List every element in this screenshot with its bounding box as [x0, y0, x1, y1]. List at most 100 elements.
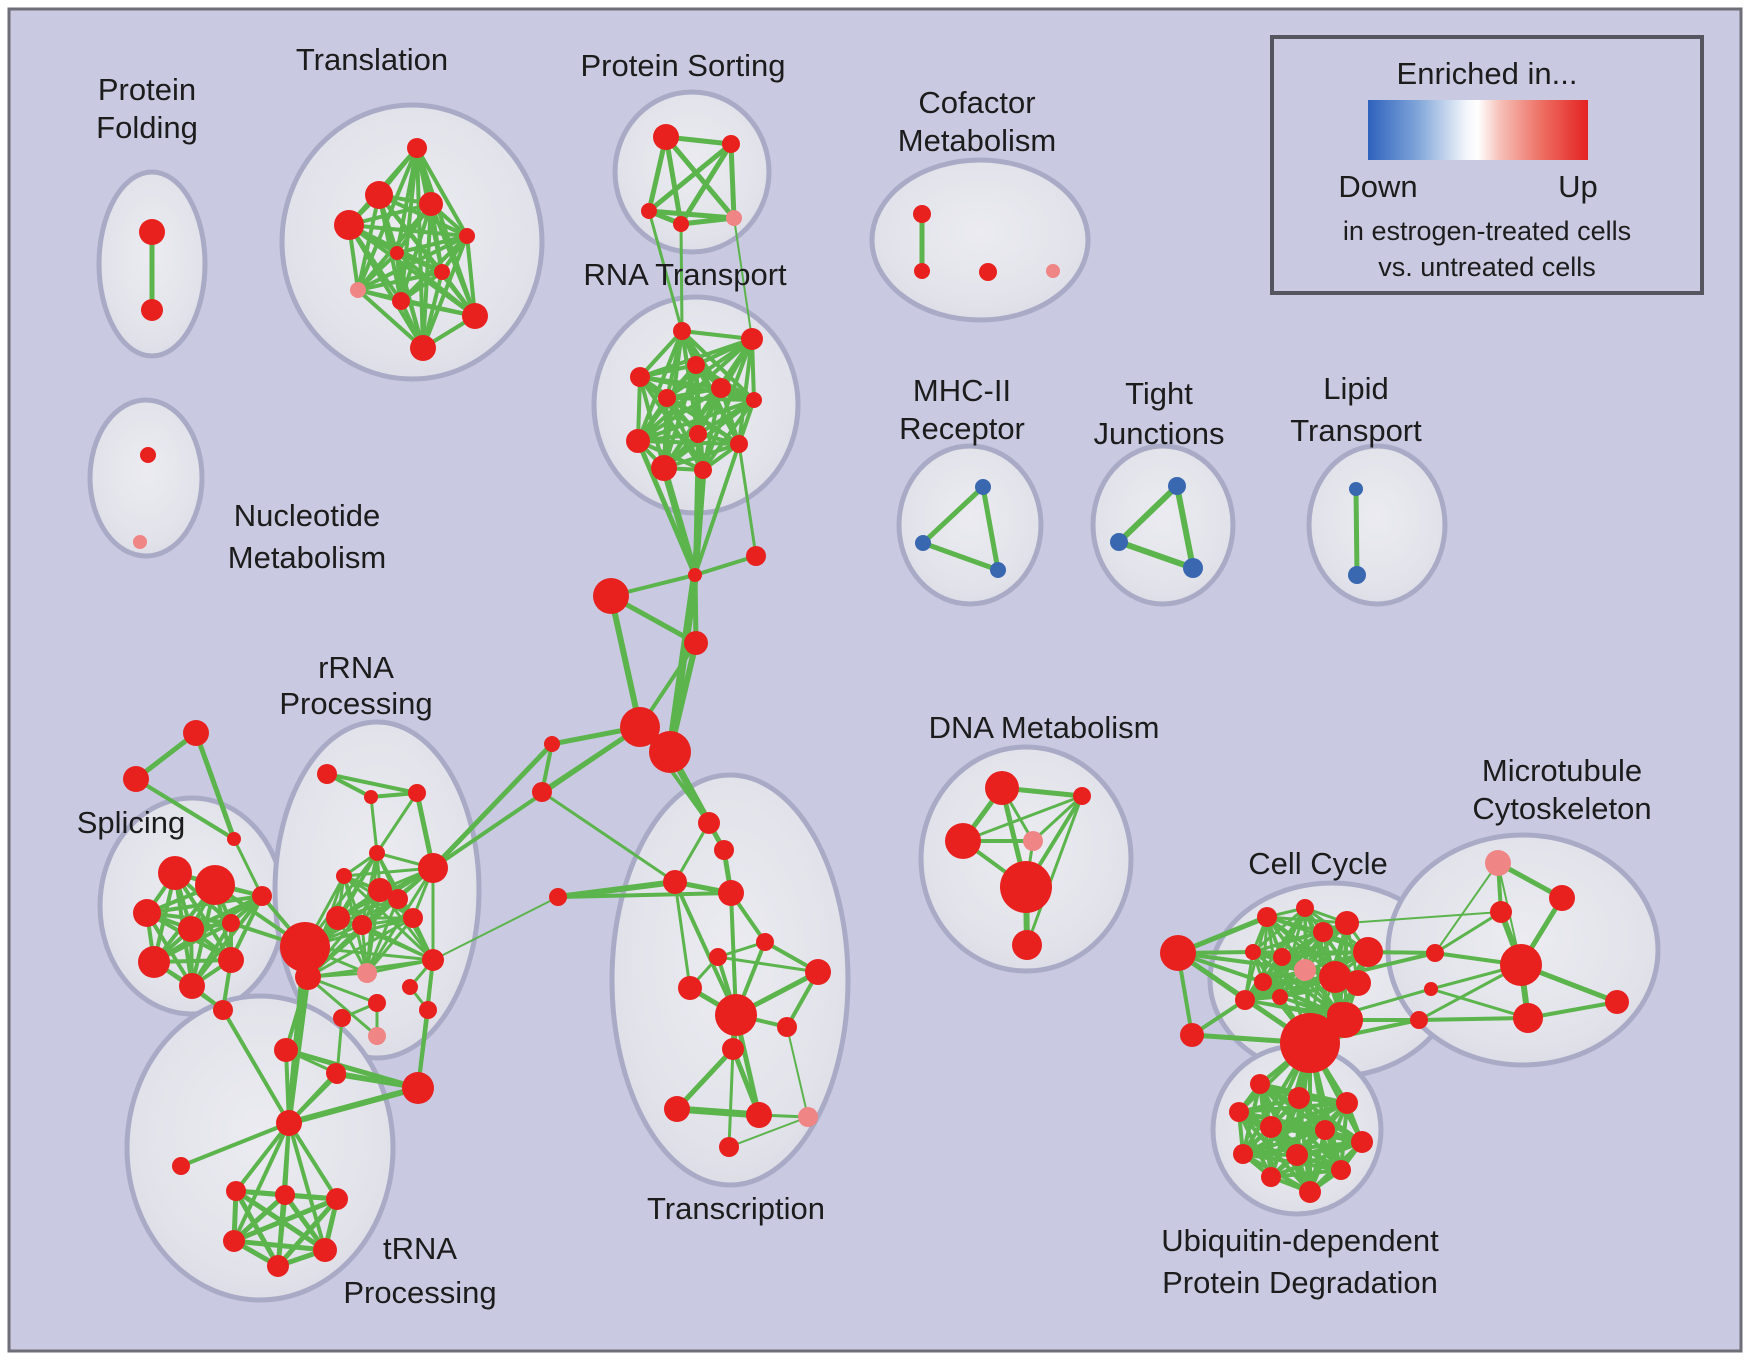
legend: Enriched in... Down Up in estrogen-treat…: [1270, 35, 1704, 295]
gene-set-node-cch: [1280, 1013, 1340, 1073]
edge-rt10-rt11: [662, 442, 741, 470]
edge-rt7-rt9: [636, 398, 756, 443]
gene-set-node-pf1: [139, 219, 165, 245]
edge-rr11-rrh1: [303, 866, 435, 949]
gene-set-node-rr12: [402, 979, 418, 995]
edge-tl6-tl10: [395, 251, 477, 318]
gene-set-node-rt11: [651, 455, 677, 481]
gene-set-node-tx10: [722, 1038, 744, 1060]
edge-cn3-mtd: [1417, 1016, 1530, 1022]
edge-hx3-hx6: [275, 1196, 340, 1269]
gene-set-node-ub4: [1229, 1102, 1249, 1122]
gene-set-node-dm4: [1023, 831, 1043, 851]
gene-set-node-lc2: [532, 782, 552, 802]
gene-set-node-ub8: [1233, 1144, 1253, 1164]
edge-tx13-tx14: [728, 1116, 809, 1148]
gene-set-node-ps1: [653, 124, 679, 150]
gene-set-node-mt2: [1549, 885, 1575, 911]
edge-ps1-ps5: [663, 134, 737, 221]
gene-set-node-pf2: [141, 299, 163, 321]
edge-rt1-rt4: [638, 329, 684, 379]
cluster-label-nucleotide-metabolism-line2: Metabolism: [228, 540, 387, 575]
gene-set-node-ub3: [1336, 1092, 1358, 1114]
edge-mh1-mh3: [980, 484, 1001, 573]
edge-tx5-tx7: [716, 955, 820, 974]
gene-set-node-rr11: [418, 853, 448, 883]
edge-tn1-tc1: [179, 1121, 291, 1168]
edge-st3-sp6: [232, 837, 264, 898]
gene-set-node-tl6: [390, 246, 404, 260]
edge-ps4-rt1: [679, 222, 684, 333]
gene-set-node-rr16: [368, 994, 386, 1012]
gene-set-node-tl8: [350, 282, 366, 298]
gene-set-node-mtd: [1513, 1003, 1543, 1033]
gene-set-node-tj3: [1183, 558, 1203, 578]
edge-tx9-tx13: [786, 1026, 809, 1118]
edge-lc2-tx3: [540, 790, 677, 884]
cluster-label-protein-folding-line2: Folding: [96, 110, 198, 145]
edge-st2-st3: [134, 777, 236, 841]
gene-set-node-cc5: [1245, 944, 1261, 960]
cluster-label-rrna-processing-line2: Processing: [279, 686, 432, 721]
gene-set-node-st3: [227, 832, 241, 846]
edge-tj1-tj2: [1116, 483, 1180, 545]
gene-set-node-tl9: [392, 292, 410, 310]
gene-set-node-tx14: [719, 1137, 739, 1157]
gene-set-node-tn2: [274, 1038, 298, 1062]
gene-set-node-tx1: [698, 812, 720, 834]
cluster-ellipse-protein-sorting: [612, 89, 772, 255]
gene-set-node-cc4: [1335, 911, 1359, 935]
edge-tx10-tx11: [674, 1046, 736, 1112]
edge-ps5-rt2: [733, 217, 753, 340]
gene-set-node-nm1: [140, 447, 156, 463]
nodes-layer: [123, 124, 1629, 1277]
edge-tl6-tl7: [395, 251, 444, 274]
cluster-ellipse-lipid-transport: [1306, 443, 1448, 607]
gene-set-node-dm5: [1000, 861, 1052, 913]
cluster-label-nucleotide-metabolism-line1: Nucleotide: [234, 498, 380, 533]
gene-set-node-mh1: [975, 479, 991, 495]
edge-tl8-tl11: [356, 288, 425, 350]
gene-set-node-tx9: [777, 1017, 797, 1037]
gene-set-node-tj1: [1168, 477, 1186, 495]
edge-tl5-tl10: [465, 234, 477, 318]
edge-tl2-tl8: [356, 193, 381, 292]
gene-set-node-rr13: [419, 1001, 437, 1019]
gene-set-node-rr2: [364, 790, 378, 804]
gene-set-node-ub7: [1351, 1131, 1373, 1153]
gene-set-node-rr19: [402, 1072, 434, 1104]
legend-gradient-bar: [1368, 100, 1588, 160]
edge-tj1-tj3: [1174, 483, 1196, 571]
gene-set-node-rt6: [711, 378, 731, 398]
gene-set-node-dm2: [1073, 787, 1091, 805]
edge-ps3-rt1: [647, 209, 684, 333]
gene-set-node-st2: [123, 766, 149, 792]
gene-set-node-nm2: [133, 535, 147, 549]
gene-set-node-mh2: [915, 535, 931, 551]
edge-tx3-tx8: [673, 880, 692, 990]
edge-rt1-rt7: [680, 329, 756, 402]
edge-mc2-rt10: [737, 442, 758, 558]
edge-tx11-tx12: [673, 1105, 763, 1119]
edge-cn1-mt1: [1434, 862, 1499, 954]
edge-cn2-mtd: [1429, 987, 1530, 1020]
gene-set-node-st1: [183, 720, 209, 746]
edge-rr20-rrh2: [306, 975, 379, 1038]
edge-ub7-ub10: [1269, 1140, 1364, 1179]
gene-set-node-rt5: [658, 389, 676, 407]
cluster-label-lipid-transport-line2: Transport: [1290, 413, 1422, 448]
gene-set-node-cc9: [1235, 990, 1255, 1010]
gene-set-node-cc7: [1254, 973, 1272, 991]
edge-rr11-lc1: [430, 741, 555, 871]
edge-sp10-tc1: [221, 1008, 291, 1125]
gene-set-node-cn3: [1410, 1011, 1428, 1029]
gene-set-node-ub11: [1331, 1160, 1351, 1180]
edge-rr2-rr4: [369, 795, 379, 855]
gene-set-node-sp3: [133, 899, 161, 927]
gene-set-node-rt8: [689, 425, 707, 443]
edge-mtd-mt4: [1526, 1000, 1619, 1020]
gene-set-node-cc2: [1296, 899, 1314, 917]
gene-set-node-cf4: [1046, 264, 1060, 278]
